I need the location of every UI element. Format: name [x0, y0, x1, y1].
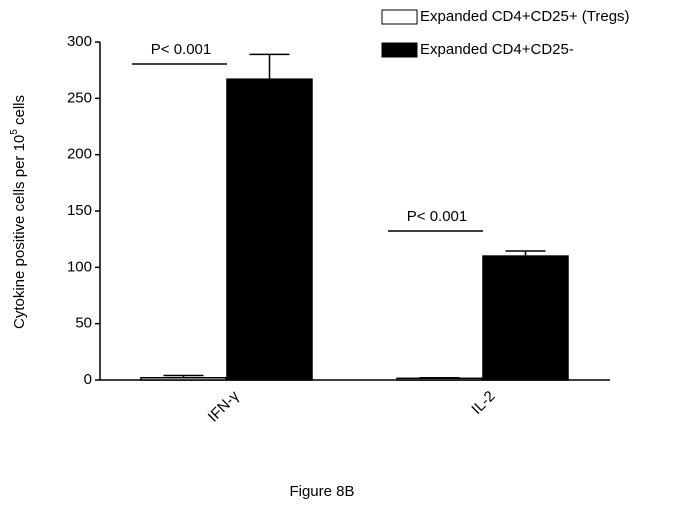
- y-label-suffix: cells: [11, 95, 28, 129]
- x-tick-label: IFN-γ: [205, 387, 243, 425]
- legend-swatch: [381, 9, 418, 25]
- bar: [482, 255, 569, 381]
- error-bar: [505, 250, 546, 257]
- y-tick-label: 100: [67, 258, 92, 275]
- y-tick-label: 300: [67, 33, 92, 50]
- y-tick-label: 50: [75, 315, 92, 332]
- y-label-main: Cytokine positive cells per 10: [11, 135, 28, 329]
- bar: [226, 78, 313, 381]
- figure-caption: Figure 8B: [289, 483, 354, 500]
- bar: [396, 377, 483, 381]
- legend-swatch: [381, 42, 418, 58]
- y-tick-label: 150: [67, 202, 92, 219]
- significance-label: P< 0.001: [151, 41, 211, 58]
- significance-label: P< 0.001: [407, 208, 467, 225]
- y-tick-label: 200: [67, 146, 92, 163]
- y-axis-label: Cytokine positive cells per 105 cells: [9, 95, 28, 329]
- y-tick-label: 250: [67, 89, 92, 106]
- x-tick-label: IL-2: [468, 388, 498, 418]
- legend-label: Expanded CD4+CD25+ (Tregs): [420, 8, 630, 25]
- y-tick-label: 0: [84, 371, 92, 388]
- bar: [140, 376, 227, 381]
- legend-label: Expanded CD4+CD25-: [420, 41, 574, 58]
- error-bar: [249, 53, 290, 80]
- y-label-exponent: 5: [9, 129, 20, 135]
